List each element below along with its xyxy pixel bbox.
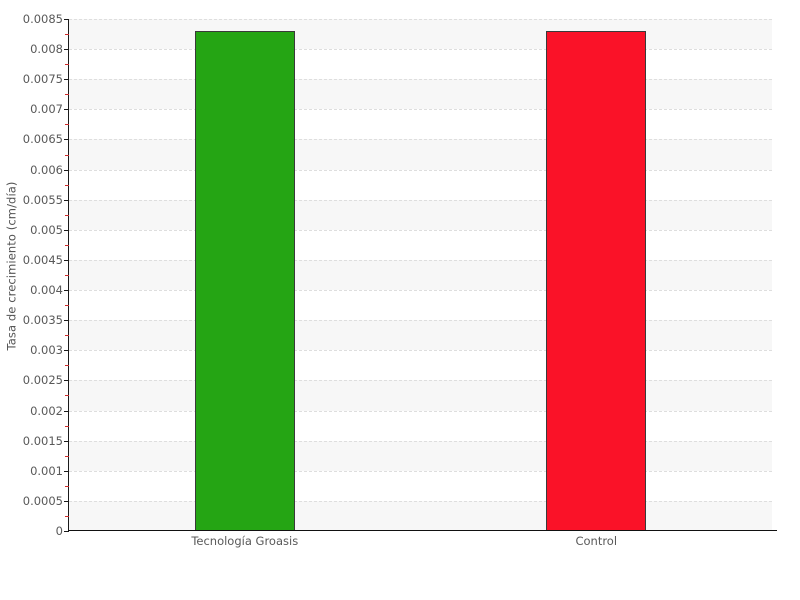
y-axis-tick-label: 0.0015	[22, 433, 63, 448]
y-axis-major-tick	[64, 79, 69, 81]
y-axis-major-tick	[64, 139, 69, 141]
gridline	[69, 350, 772, 352]
y-axis-tick-label: 0.007	[30, 102, 63, 117]
y-axis-tick-label: 0.0005	[22, 493, 63, 508]
gridline	[69, 500, 772, 502]
y-axis-major-tick	[64, 19, 69, 20]
gridline	[69, 380, 772, 382]
gridline	[69, 199, 772, 201]
y-axis-tick-label: 0.0045	[22, 252, 63, 267]
y-axis-major-tick	[64, 320, 69, 322]
plot-area	[69, 19, 772, 531]
y-axis-tick-label: 0.0025	[22, 373, 63, 388]
y-axis-tick-label: 0.0035	[22, 313, 63, 328]
y-axis-major-tick	[64, 109, 69, 111]
gridline	[69, 259, 772, 261]
y-axis-minor-tick	[65, 64, 69, 66]
y-axis-minor-tick	[65, 154, 69, 156]
y-axis-minor-tick	[65, 275, 69, 276]
y-axis-major-tick	[64, 440, 69, 442]
y-axis-major-tick	[64, 380, 69, 382]
x-axis-tick-label: Tecnología Groasis	[191, 534, 299, 548]
y-axis-tick-label: 0.0055	[22, 192, 63, 207]
plot-band	[69, 259, 772, 291]
y-axis-major-tick	[64, 350, 69, 352]
y-axis-major-tick	[64, 199, 69, 201]
plot-band	[69, 79, 772, 110]
gridline	[69, 79, 772, 81]
gridline	[69, 49, 772, 51]
bar[interactable]	[546, 31, 647, 531]
gridline	[69, 320, 772, 322]
y-axis-major-tick	[64, 229, 69, 231]
y-axis-minor-tick	[65, 335, 69, 337]
y-axis-tick-label: 0.002	[30, 403, 63, 418]
gridline	[69, 229, 772, 231]
plot-band	[69, 139, 772, 170]
y-axis-tick-label: 0.008	[30, 42, 63, 57]
y-axis-major-tick	[64, 259, 69, 261]
y-axis-minor-tick	[65, 244, 69, 246]
y-axis-tick-label: 0.004	[30, 283, 63, 298]
gridline	[69, 169, 772, 171]
y-axis-minor-tick	[65, 214, 69, 216]
y-axis-major-tick	[64, 470, 69, 472]
y-axis-minor-tick	[65, 365, 69, 367]
y-axis-major-tick	[64, 410, 69, 412]
y-axis-tick-label: 0.001	[30, 463, 63, 478]
y-axis-major-tick	[64, 169, 69, 171]
plot-band	[69, 380, 772, 411]
gridline	[69, 109, 772, 111]
y-axis-minor-tick	[65, 395, 69, 397]
y-axis-tick-label: 0.0075	[22, 72, 63, 87]
gridline	[69, 290, 772, 292]
y-axis-tick-label: 0.0085	[22, 12, 63, 26]
y-axis-minor-tick	[65, 305, 69, 307]
plot-band	[69, 440, 772, 471]
plot-band	[69, 19, 772, 50]
plot-band	[69, 500, 772, 531]
gridline	[69, 139, 772, 141]
gridline	[69, 19, 772, 20]
gridline	[69, 410, 772, 412]
plot-band	[69, 320, 772, 351]
y-axis-minor-tick	[65, 515, 69, 517]
y-axis-major-tick	[64, 500, 69, 502]
x-axis-tick-label: Control	[575, 534, 618, 548]
bar[interactable]	[194, 31, 295, 531]
gridline	[69, 440, 772, 442]
y-axis-minor-tick	[65, 184, 69, 186]
plot-band	[69, 199, 772, 230]
x-axis-line	[68, 530, 777, 531]
y-axis-major-tick	[64, 531, 69, 532]
y-axis-minor-tick	[65, 455, 69, 457]
gridline	[69, 470, 772, 472]
y-axis-tick-labels: 0 0.0005 0.001 0.0015 0.002 0.0025 0.003 0.0035…	[0, 0, 63, 600]
y-axis-tick-label: 0	[55, 524, 63, 538]
y-axis-minor-tick	[65, 485, 69, 487]
y-axis-minor-tick	[65, 425, 69, 427]
y-axis-major-tick	[64, 290, 69, 292]
y-axis-tick-label: 0.006	[30, 162, 63, 177]
y-axis-tick-label: 0.003	[30, 343, 63, 358]
y-axis-minor-tick	[65, 34, 69, 36]
y-axis-minor-tick	[65, 124, 69, 126]
y-axis-tick-label: 0.005	[30, 222, 63, 237]
y-axis-tick-label: 0.0065	[22, 132, 63, 147]
y-axis-major-tick	[64, 49, 69, 51]
y-axis-minor-tick	[65, 94, 69, 96]
